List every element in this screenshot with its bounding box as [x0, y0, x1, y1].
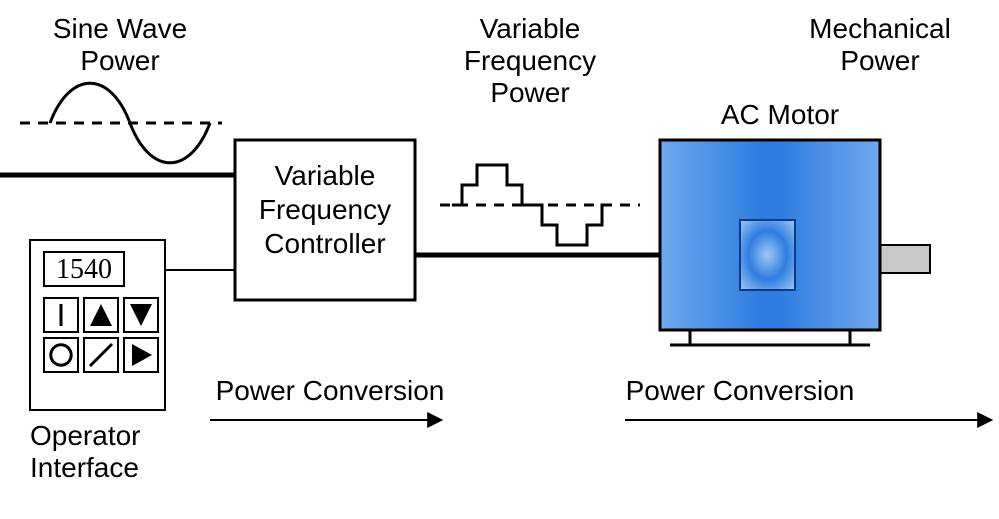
mechanical-power-label: Power [840, 45, 919, 76]
sine-wave-power-label: Power [80, 45, 159, 76]
operator-interface-label: Interface [30, 452, 139, 483]
vf-power-label: Variable [480, 13, 581, 44]
mechanical-power-label: Mechanical [809, 13, 951, 44]
ac-motor-label: AC Motor [721, 99, 839, 130]
line-icon[interactable] [44, 298, 78, 332]
vfc-label: Variable [275, 160, 376, 191]
power-conversion-label-1: Power Conversion [216, 375, 445, 406]
motor-shaft [880, 245, 930, 273]
operator-display-value: 1540 [56, 254, 112, 285]
vf-power-label: Frequency [464, 45, 596, 76]
vf-power-label: Power [490, 77, 569, 108]
slash-icon[interactable] [84, 338, 118, 372]
up-triangle-icon[interactable] [84, 298, 118, 332]
operator-interface-label: Operator [30, 420, 141, 451]
vfc-label: Frequency [259, 194, 391, 225]
ac-motor-center [740, 220, 795, 290]
down-triangle-icon[interactable] [124, 298, 158, 332]
vfc-label: Controller [264, 228, 385, 259]
circle-icon[interactable] [44, 338, 78, 372]
sine-wave-power-label: Sine Wave [53, 13, 187, 44]
power-conversion-label-2: Power Conversion [626, 375, 855, 406]
right-triangle-icon[interactable] [124, 338, 158, 372]
